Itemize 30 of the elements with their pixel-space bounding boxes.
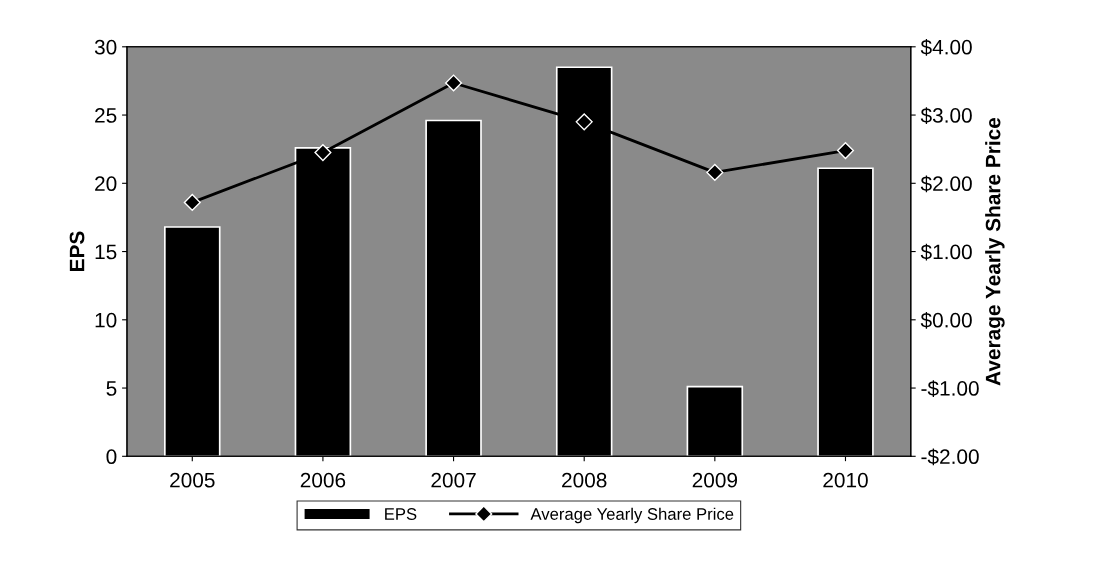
y2-tick-label: $2.00 (920, 175, 972, 193)
y2-axis-title: Average Yearly Share Price (985, 117, 1005, 386)
x-tick-label: 2010 (823, 472, 868, 488)
legend-label: EPS (385, 508, 417, 520)
y2-tick-label: $1.00 (920, 243, 972, 261)
x-tick-label: 2009 (692, 472, 738, 488)
point (706, 163, 724, 181)
point (836, 141, 855, 160)
y2-tick-label: $4.00 (920, 38, 972, 56)
point (314, 144, 332, 162)
point (445, 74, 463, 92)
y2-tick-label: -$1.00 (921, 380, 979, 398)
y-tick-label: 10 (95, 312, 117, 328)
y-tick-label: 0 (106, 449, 117, 465)
x-tick-label: 2006 (300, 472, 346, 488)
y2-tick-label: $0.00 (920, 311, 972, 329)
x-tick-label: 2005 (170, 472, 215, 488)
y2-tick-label: $3.00 (920, 107, 972, 125)
point (183, 193, 201, 211)
legend-label: Average Yearly Share Price (530, 507, 734, 524)
y-tick-label: 25 (95, 108, 117, 123)
x-tick-label: 2008 (562, 472, 607, 488)
y-tick-label: 15 (95, 244, 117, 260)
y-axis-title: EPS (69, 231, 85, 271)
y-tick-label: 20 (95, 176, 117, 192)
y2-tick-label: -$2.00 (921, 448, 979, 466)
x-tick-label: 2007 (431, 472, 476, 488)
point (575, 113, 593, 131)
y-tick-label: 30 (94, 39, 117, 55)
y-tick-label: 5 (106, 381, 117, 396)
